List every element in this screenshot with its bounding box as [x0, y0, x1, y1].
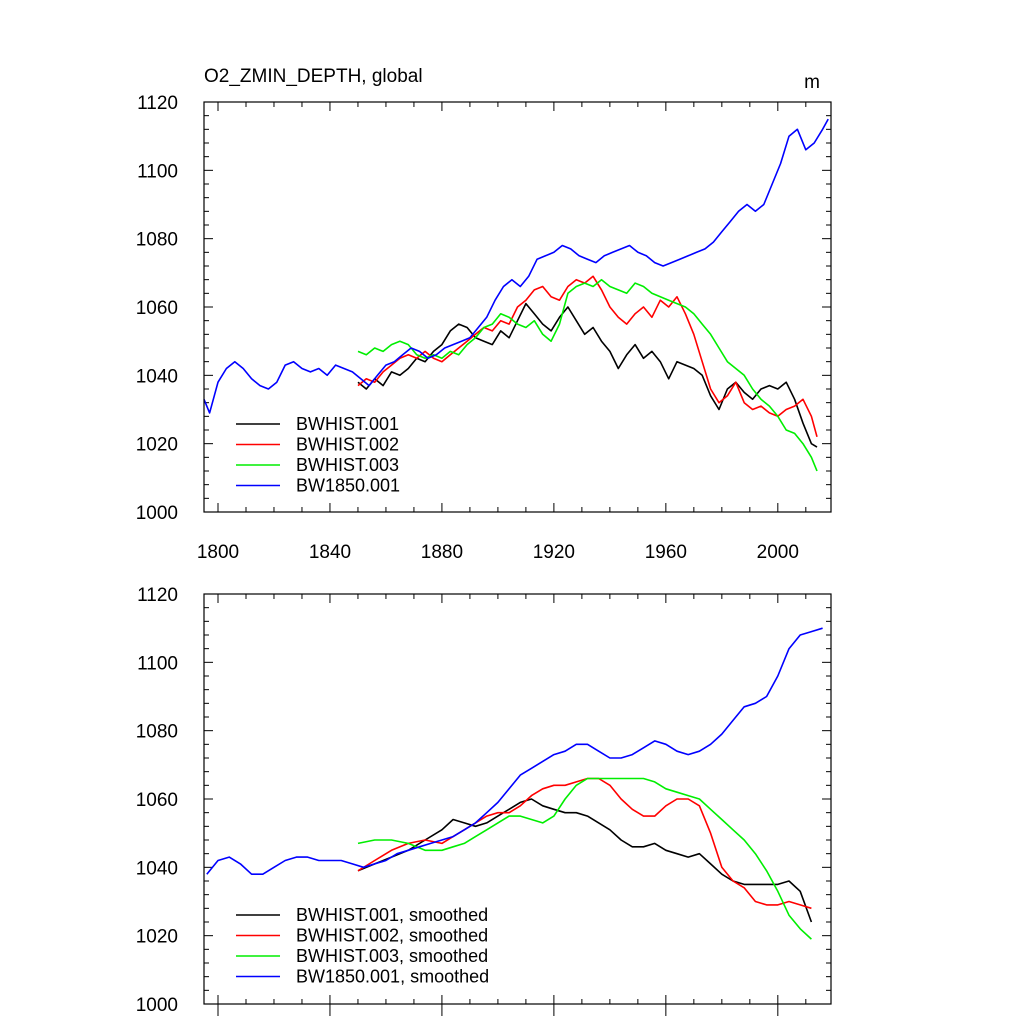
series-line-3 [357, 278, 818, 472]
y-tick-label: 1080 [136, 230, 178, 251]
x-tick-label: 1920 [533, 542, 575, 563]
plot-frame [203, 101, 832, 513]
y-tick-label: 1000 [136, 995, 178, 1016]
legend-label: BWHIST.003 [296, 455, 399, 475]
x-tick-label: 1840 [309, 542, 351, 563]
series-line-2 [357, 275, 818, 438]
series-line-4 [206, 627, 823, 876]
series-line-4 [203, 118, 829, 414]
plot-series [206, 627, 823, 940]
series-line-1 [357, 798, 813, 923]
y-tick-label: 1060 [136, 790, 178, 811]
legend-label: BWHIST.002, smoothed [296, 926, 488, 946]
top-panel: O2_ZMIN_DEPTH, global m 1000 1020 1040 1060… [136, 66, 832, 563]
y-tick-label: 1040 [136, 366, 178, 387]
legend-label: BWHIST.002 [296, 435, 399, 455]
series-line-2 [357, 777, 812, 910]
y-tick-label: 1080 [136, 722, 178, 743]
y-tick-label: 1020 [136, 435, 178, 456]
legend-label: BW1850.001 [296, 476, 400, 496]
series-line-3 [357, 777, 812, 940]
series-line-1 [357, 302, 818, 448]
x-tick-label: 1960 [645, 542, 687, 563]
y-tick-label: 1100 [137, 653, 178, 674]
y-tick-label: 1060 [136, 298, 178, 319]
axis-ticks: 1000 1020 1040 1060 1080 1100 1120 1800 1840 1880… [136, 93, 831, 563]
x-tick-label: 1880 [421, 542, 463, 563]
plot-frame [203, 593, 832, 1005]
legend-label: BW1850.001, smoothed [296, 967, 489, 987]
legend-label: BWHIST.001, smoothed [296, 905, 488, 925]
y-tick-label: 1000 [136, 503, 178, 524]
legend-label: BWHIST.003, smoothed [296, 946, 488, 966]
chart-title: O2_ZMIN_DEPTH, global [204, 66, 423, 87]
x-tick-label: 1800 [197, 542, 239, 563]
x-tick-label: 2000 [757, 542, 799, 563]
y-tick-label: 1040 [136, 858, 178, 879]
units-label: m [804, 72, 820, 93]
y-tick-label: 1020 [136, 927, 178, 948]
plot-series [203, 118, 829, 472]
y-tick-label: 1120 [137, 93, 178, 114]
bottom-panel: 1000 1020 1040 1060 1080 1100 1120 BWHIST.001,… [136, 585, 832, 1016]
y-tick-label: 1100 [137, 161, 178, 182]
y-tick-label: 1120 [137, 585, 178, 606]
legend-label: BWHIST.001 [296, 414, 399, 434]
